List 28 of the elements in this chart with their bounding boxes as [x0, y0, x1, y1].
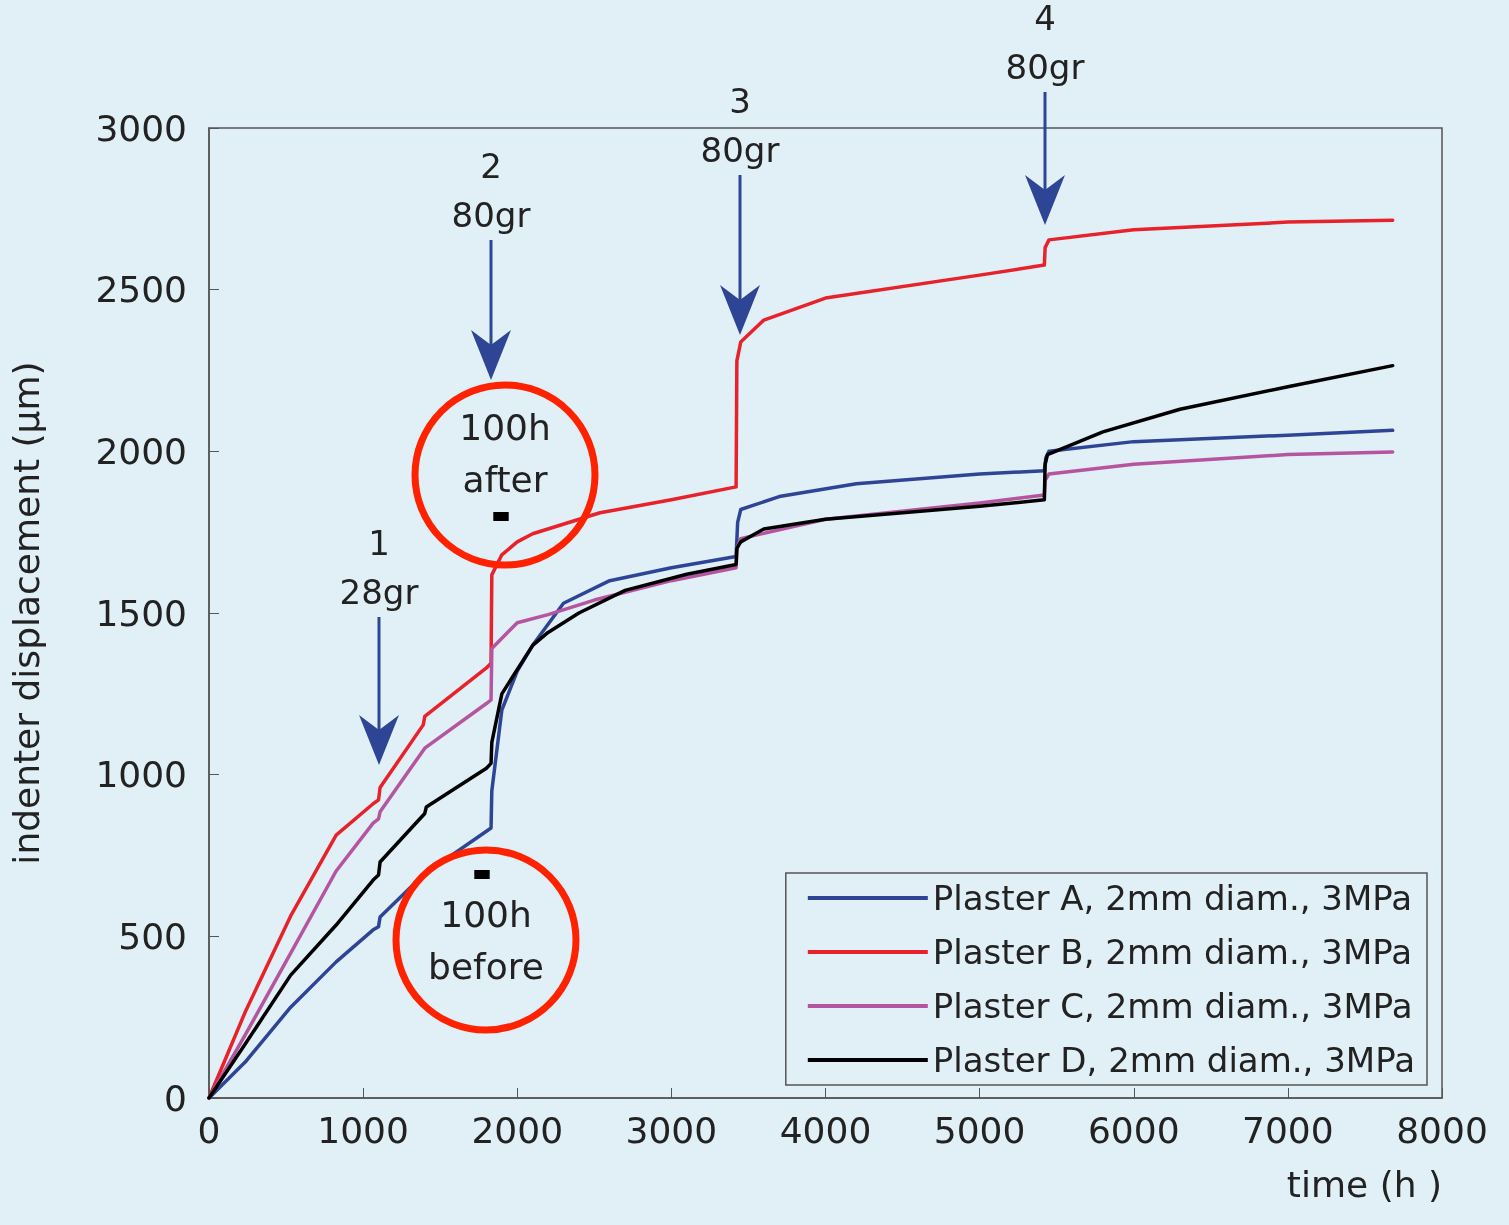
x-tick-label: 8000: [1396, 1109, 1488, 1151]
y-tick-label: 1500: [95, 592, 187, 634]
x-tick-label: 7000: [1242, 1109, 1334, 1151]
x-axis-title: time (h ): [1286, 1163, 1442, 1205]
y-tick-label: 2500: [95, 269, 187, 311]
x-tick-label: 1000: [317, 1109, 409, 1151]
annotation: 2 80gr: [451, 146, 531, 236]
annotation: 3 80gr: [700, 81, 780, 171]
x-tick-label: 4000: [779, 1109, 872, 1151]
y-tick-label: 3000: [95, 107, 187, 149]
y-tick-label: 2000: [95, 430, 187, 472]
x-tick-label: 0: [197, 1109, 221, 1151]
x-tick-label: 5000: [933, 1109, 1026, 1151]
y-axis-title: indenter displacement (µm): [5, 361, 47, 865]
text: 4 80gr: [1005, 0, 1085, 88]
legend-label: Plaster D, 2mm diam., 3MPa: [932, 1040, 1416, 1080]
legend-label: Plaster B, 2mm diam., 3MPa: [932, 932, 1413, 972]
annotation: 1 28gr: [339, 523, 419, 613]
annotation: 100h after: [459, 407, 551, 501]
x-tick-label: 6000: [1087, 1109, 1180, 1151]
legend-label: Plaster A, 2mm diam., 3MPa: [932, 878, 1413, 918]
legend-label: Plaster C, 2mm diam., 3MPa: [932, 986, 1413, 1026]
y-tick-label: 0: [164, 1077, 187, 1119]
annotation: 100h before: [428, 894, 544, 988]
x-tick-label: 2000: [471, 1109, 564, 1151]
y-tick-label: 1000: [95, 754, 187, 796]
y-tick-label: 500: [118, 915, 187, 957]
x-tick-label: 3000: [625, 1109, 718, 1151]
